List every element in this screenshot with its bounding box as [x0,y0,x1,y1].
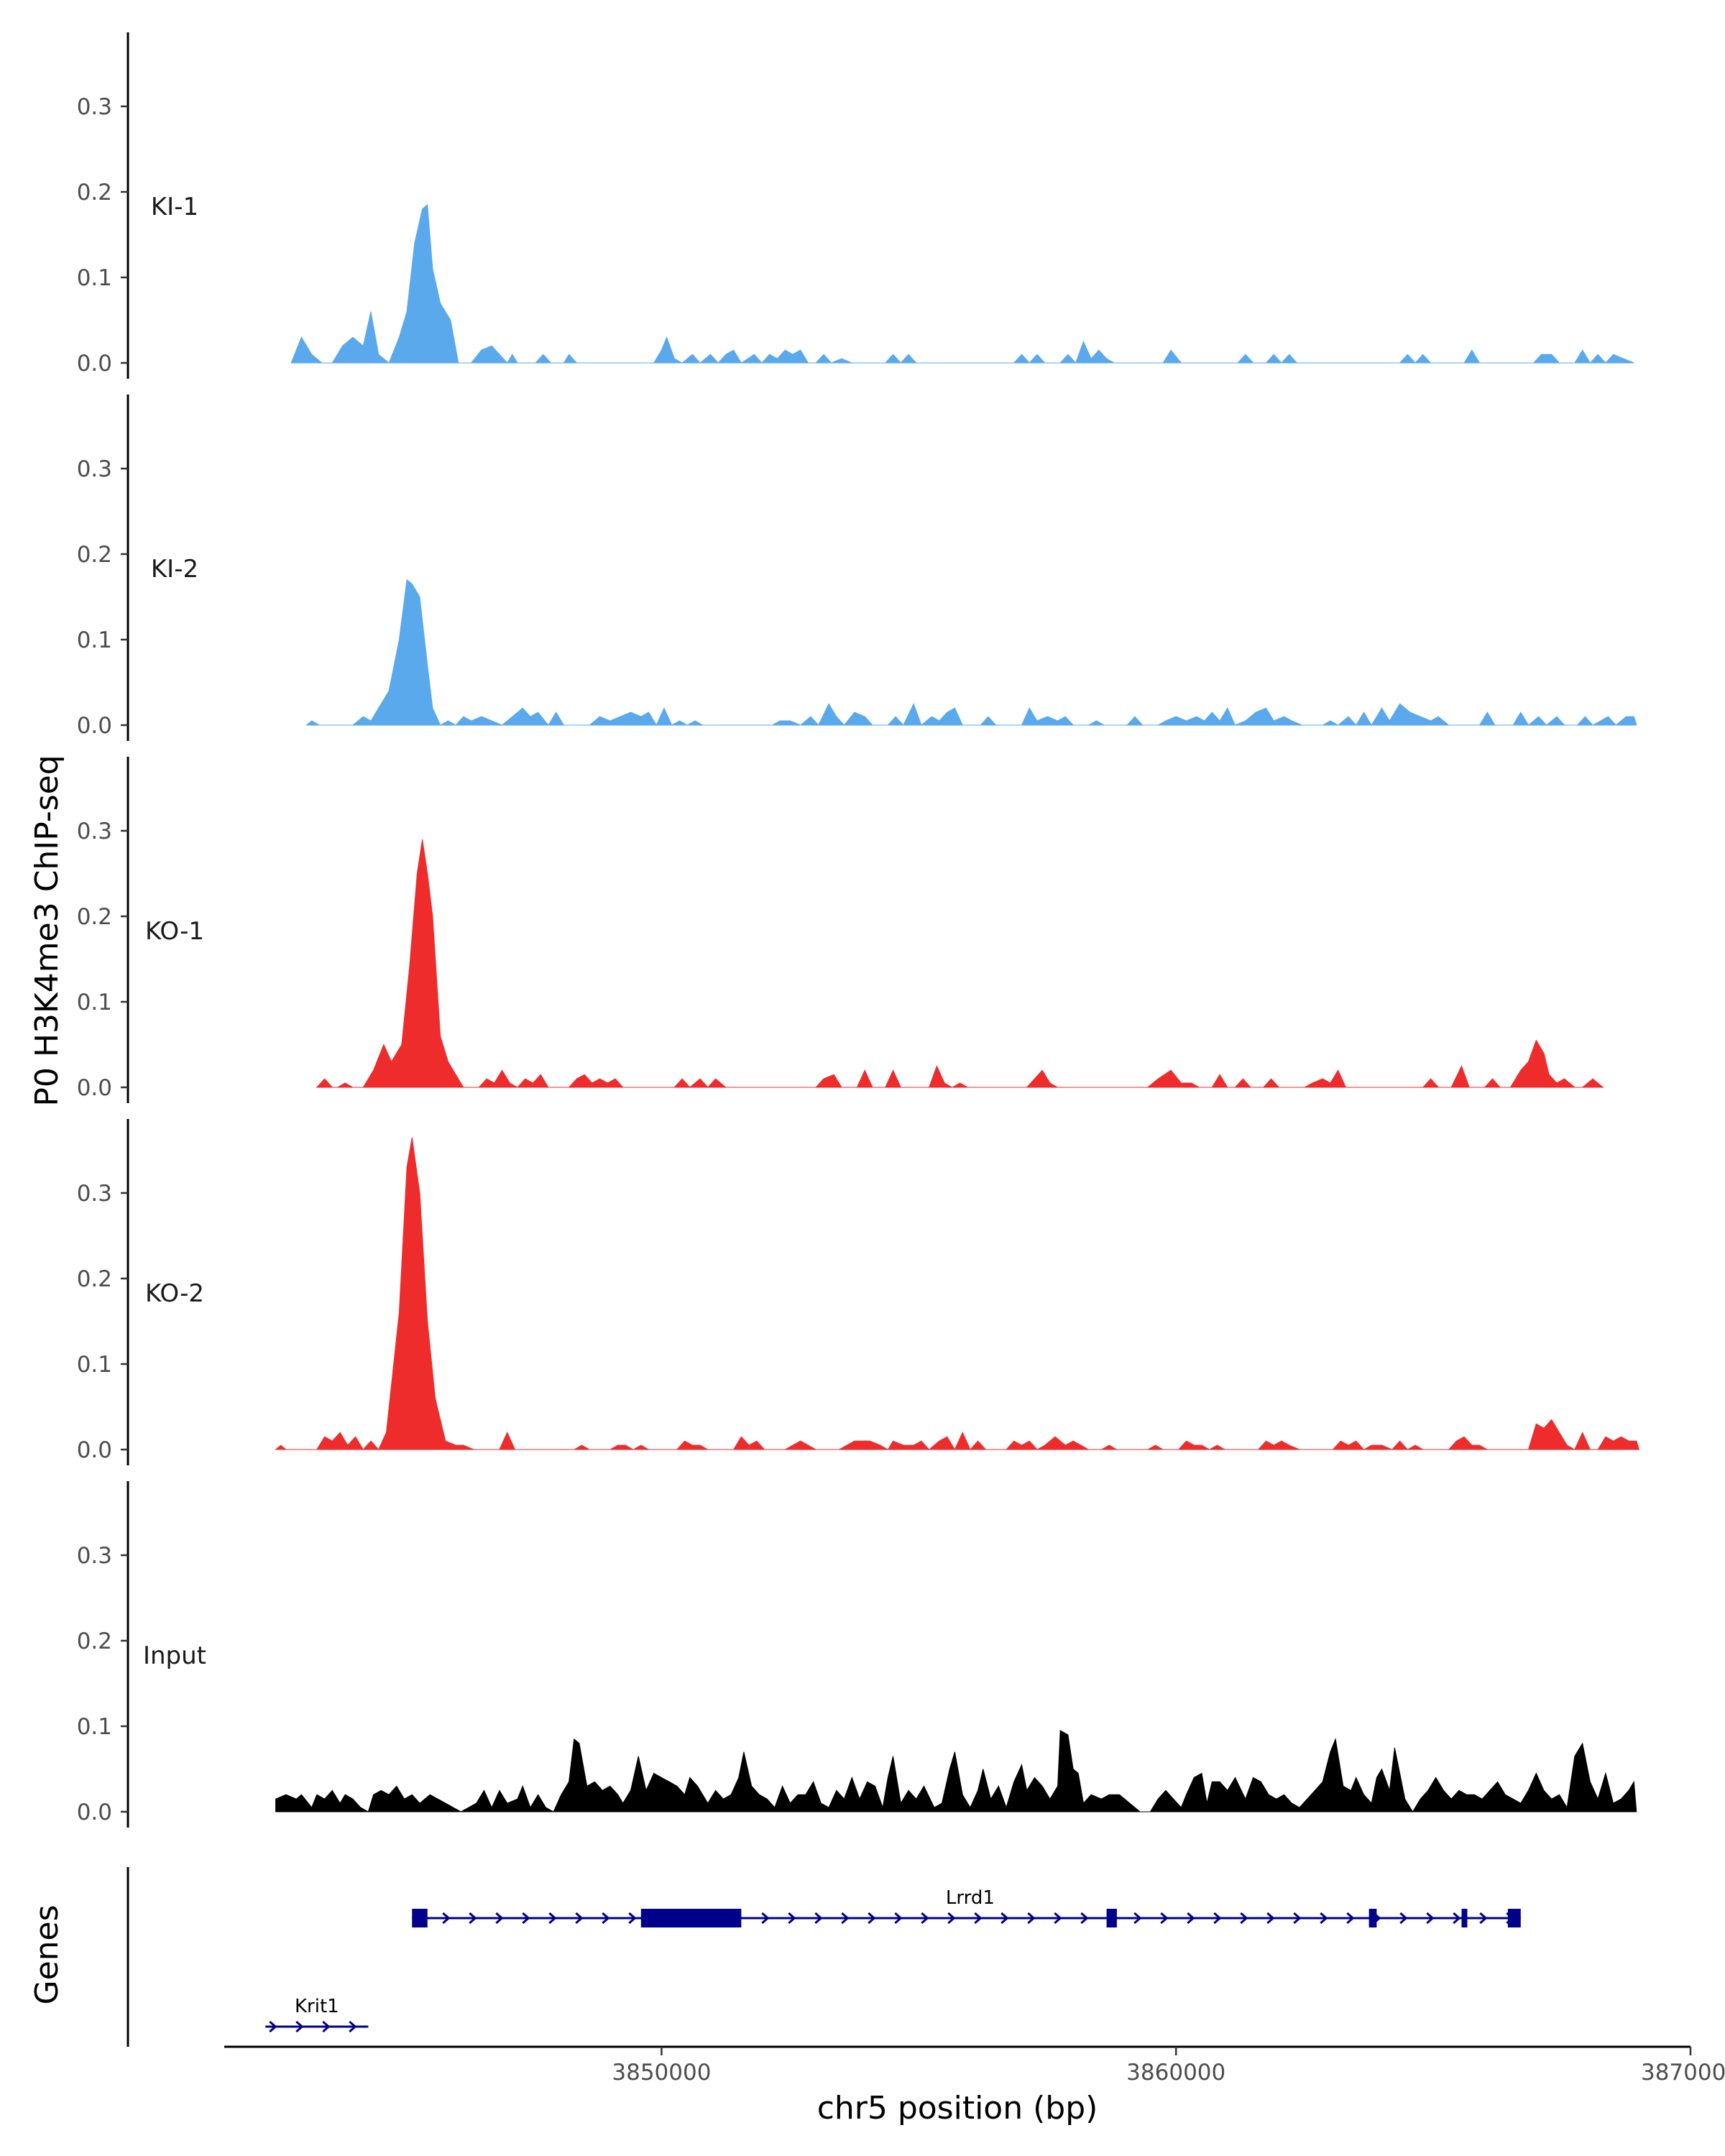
track-label: KI-2 [151,555,198,584]
strand-arrow [974,1912,983,1925]
strand-arrow [1399,1912,1408,1925]
strand-arrow [442,1912,451,1925]
x-axis-title: chr5 position (bp) [817,2090,1098,2127]
y-tick-label: 0.2 [77,904,112,930]
strand-arrow [1453,1912,1461,1925]
exon [1368,1909,1377,1927]
track-label: KO-1 [145,917,204,946]
track-ko-2: 0.0 0.1 0.2 0.3 KO-2 [77,1119,1640,1465]
strand-arrow [1479,1912,1488,1925]
gene-label: Lrrd1 [946,1887,995,1909]
strand-arrow [868,1912,876,1925]
strand-arrow [522,1912,530,1925]
strand-arrow [1320,1912,1328,1925]
strand-arrow [269,2020,277,2033]
track-ki-1: 0.0 0.1 0.2 0.3 KI-1 [77,32,1634,379]
y-tick-label: 0.3 [77,819,112,844]
strand-arrow [921,1912,929,1925]
y-tick-label: 0.2 [77,542,112,568]
y-tick-label: 0.1 [77,990,112,1015]
track-ko-1: 0.0 0.1 0.2 0.3 KO-1 [77,757,1604,1103]
track-label: Input [143,1641,206,1670]
y-tick-label: 0.1 [77,265,112,291]
y-tick-label: 0.1 [77,1352,112,1378]
x-axis: 3850000 3860000 3870000 [224,2045,1725,2086]
x-tick-label: 3870000 [1641,2060,1725,2086]
exon [412,1909,428,1927]
y-tick-label: 0.3 [77,1181,112,1207]
strand-arrow [814,1912,823,1925]
signal-area-ki-1 [290,203,1634,364]
signal-area-ki-2 [305,579,1637,727]
strand-arrow [894,1912,903,1925]
strand-arrow [1426,1912,1435,1925]
y-tick-label: 0.1 [77,627,112,653]
strand-arrow [1346,1912,1355,1925]
strand-arrow [295,2020,304,2033]
gene-krit1: Krit1 [265,1996,369,2033]
y-tick-label: 0.3 [77,1543,112,1569]
signal-area-input [275,1730,1637,1812]
strand-arrow [788,1912,796,1925]
strand-arrow [1293,1912,1302,1925]
y-axis-title: P0 H3K4me3 ChIP-seq [29,755,65,1106]
y-tick-label: 0.0 [77,713,112,739]
strand-arrow [1266,1912,1275,1925]
track-ki-2: 0.0 0.1 0.2 0.3 KI-2 [77,395,1637,741]
strand-arrow [1133,1912,1142,1925]
exon [1507,1909,1521,1927]
y-tick-label: 0.3 [77,456,112,482]
genes-axis-title: Genes [29,1904,65,2004]
x-tick-label: 3860000 [1126,2060,1225,2086]
y-tick-label: 0.2 [77,1266,112,1292]
strand-arrow [349,2020,357,2033]
genes-panel: Lrrd1 Krit1 [126,1867,1521,2047]
gene-label: Krit1 [295,1996,339,2017]
strand-arrow [575,1912,584,1925]
strand-arrow [1080,1912,1089,1925]
y-tick-label: 0.0 [77,351,112,377]
strand-arrow [1213,1912,1222,1925]
signal-area-ko-1 [316,839,1604,1088]
strand-arrow [947,1912,956,1925]
track-input: 0.0 0.1 0.2 0.3 Input [77,1481,1637,1828]
y-tick-label: 0.1 [77,1714,112,1740]
strand-arrow [1187,1912,1195,1925]
strand-arrow [1027,1912,1036,1925]
y-tick-label: 0.0 [77,1800,112,1825]
strand-arrow [1000,1912,1009,1925]
strand-arrow [1054,1912,1062,1925]
strand-arrow [548,1912,557,1925]
strand-arrow [495,1912,504,1925]
strand-arrow [761,1912,770,1925]
y-tick-label: 0.0 [77,1437,112,1463]
exon [1461,1909,1468,1927]
track-label: KI-1 [151,193,198,221]
y-tick-label: 0.2 [77,1628,112,1654]
strand-arrow [628,1912,637,1925]
y-tick-label: 0.0 [77,1075,112,1101]
strand-arrow [469,1912,477,1925]
gene-lrrd1: Lrrd1 [412,1887,1521,1927]
strand-arrow [602,1912,610,1925]
tracks-group: 0.00.10.20.3KI-10.00.10.20.3KI-20.00.10.… [77,32,1640,1828]
strand-arrow [841,1912,850,1925]
y-tick-label: 0.3 [77,94,112,120]
x-tick-label: 3850000 [612,2060,711,2086]
y-tick-label: 0.2 [77,180,112,206]
strand-arrow [1240,1912,1248,1925]
track-label: KO-2 [145,1279,204,1308]
strand-arrow [322,2020,331,2033]
signal-area-ko-2 [275,1137,1640,1451]
strand-arrow [1160,1912,1169,1925]
exon [1106,1909,1117,1927]
exon [640,1909,742,1927]
